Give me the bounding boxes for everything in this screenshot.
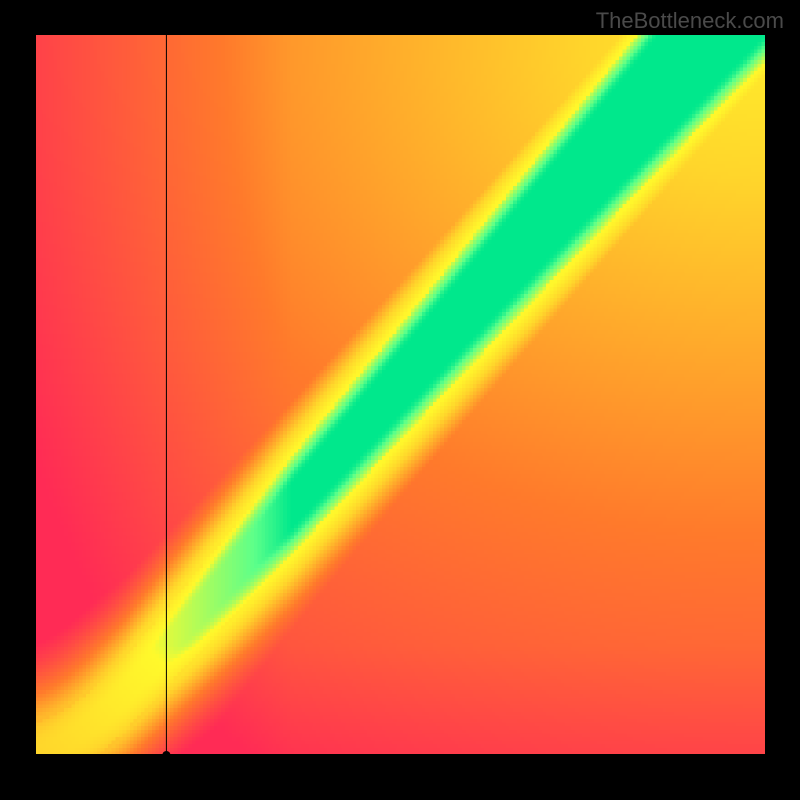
heatmap-canvas bbox=[35, 35, 765, 755]
watermark-text: TheBottleneck.com bbox=[596, 8, 784, 34]
heatmap-plot bbox=[35, 35, 765, 755]
